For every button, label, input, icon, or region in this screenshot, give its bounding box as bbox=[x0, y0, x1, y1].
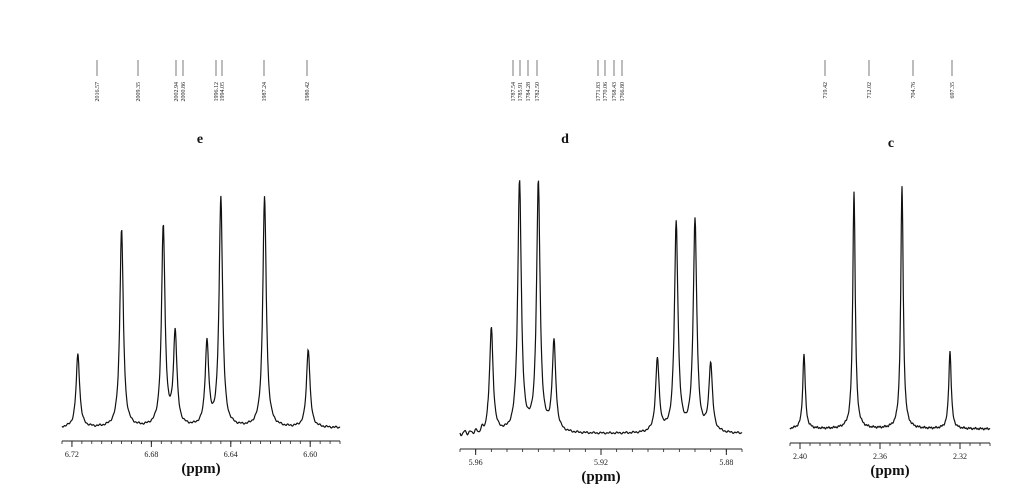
peak-value-text: 697.35 bbox=[950, 82, 956, 99]
peak-value-label: 2016.57 bbox=[95, 60, 101, 102]
peak-value-text: 2009.35 bbox=[136, 82, 142, 102]
peak-value-label: 697.35 bbox=[950, 60, 956, 99]
peak-value-text: 2002.94 bbox=[174, 82, 180, 102]
x-tick-label: 5.96 bbox=[469, 458, 483, 467]
peak-value-label: 1996.12 bbox=[214, 60, 220, 102]
peak-value-text: 1784.28 bbox=[526, 82, 532, 102]
peak-value-text: 719.42 bbox=[823, 82, 829, 99]
panel-label: e bbox=[197, 132, 203, 147]
panel-label: c bbox=[888, 136, 894, 151]
peak-value-text: 1785.91 bbox=[518, 82, 524, 102]
x-tick-label: 5.88 bbox=[719, 458, 733, 467]
x-tick-label: 2.32 bbox=[953, 452, 967, 461]
peak-value-text: 712.02 bbox=[867, 82, 873, 99]
x-axis-title: (ppm) bbox=[181, 461, 220, 477]
spectrum-line bbox=[459, 180, 743, 437]
peak-value-label: 1980.42 bbox=[305, 60, 311, 102]
peak-value-label: 1766.80 bbox=[620, 60, 626, 102]
x-tick-label: 6.72 bbox=[65, 450, 79, 459]
peak-value-label: 1787.54 bbox=[511, 60, 517, 102]
peak-value-label: 1987.24 bbox=[262, 60, 268, 102]
peak-value-text: 1996.12 bbox=[214, 82, 220, 102]
peak-value-text: 1787.54 bbox=[511, 82, 517, 102]
peak-value-text: 2016.57 bbox=[95, 82, 101, 102]
peak-value-label: 2009.35 bbox=[136, 60, 142, 102]
x-axis-title: (ppm) bbox=[870, 463, 909, 479]
x-axis-title: (ppm) bbox=[581, 469, 620, 485]
peak-value-text: 1768.43 bbox=[612, 82, 618, 102]
peak-value-label: 2002.94 bbox=[174, 60, 180, 102]
peak-value-text: 704.76 bbox=[911, 82, 917, 99]
peak-value-label: 1770.06 bbox=[603, 60, 609, 102]
peak-value-label: 704.76 bbox=[911, 60, 917, 99]
peak-value-label: 1782.50 bbox=[535, 60, 541, 102]
peak-value-label: 719.42 bbox=[823, 60, 829, 99]
x-tick-label: 2.40 bbox=[793, 452, 807, 461]
x-tick-label: 6.68 bbox=[144, 450, 158, 459]
peak-value-text: 1782.50 bbox=[535, 82, 541, 102]
peak-value-label: 1785.91 bbox=[518, 60, 524, 102]
peak-value-label: 2000.86 bbox=[181, 60, 187, 102]
peak-value-label: 1994.05 bbox=[220, 60, 226, 102]
peak-value-label: 712.02 bbox=[867, 60, 873, 99]
panel-label: d bbox=[561, 132, 569, 147]
x-tick-label: 6.60 bbox=[303, 450, 317, 459]
peak-value-text: 1994.05 bbox=[220, 82, 226, 102]
peak-value-label: 1784.28 bbox=[526, 60, 532, 102]
peak-value-text: 1766.80 bbox=[620, 82, 626, 102]
x-tick-label: 5.92 bbox=[594, 458, 608, 467]
peak-value-text: 1771.83 bbox=[596, 82, 602, 102]
spectrum-line bbox=[61, 195, 341, 429]
peak-value-text: 1770.06 bbox=[603, 82, 609, 102]
spectrum-panel-c: 2.40 2.36 2.32 (ppm) c 719.42 712.02 704.76 697.… bbox=[789, 60, 991, 479]
x-tick-label: 2.36 bbox=[873, 452, 887, 461]
peak-value-text: 2000.86 bbox=[181, 82, 187, 102]
peak-value-label: 1771.83 bbox=[596, 60, 602, 102]
peak-value-text: 1987.24 bbox=[262, 82, 268, 102]
spectrum-line bbox=[789, 186, 991, 431]
peak-value-label: 1768.43 bbox=[612, 60, 618, 102]
spectrum-panel-e: 6.72 6.68 6.64 6.60 (ppm) e 2016.57 2009.35 2002… bbox=[61, 60, 341, 477]
x-tick-label: 6.64 bbox=[224, 450, 238, 459]
peak-value-text: 1980.42 bbox=[305, 82, 311, 102]
